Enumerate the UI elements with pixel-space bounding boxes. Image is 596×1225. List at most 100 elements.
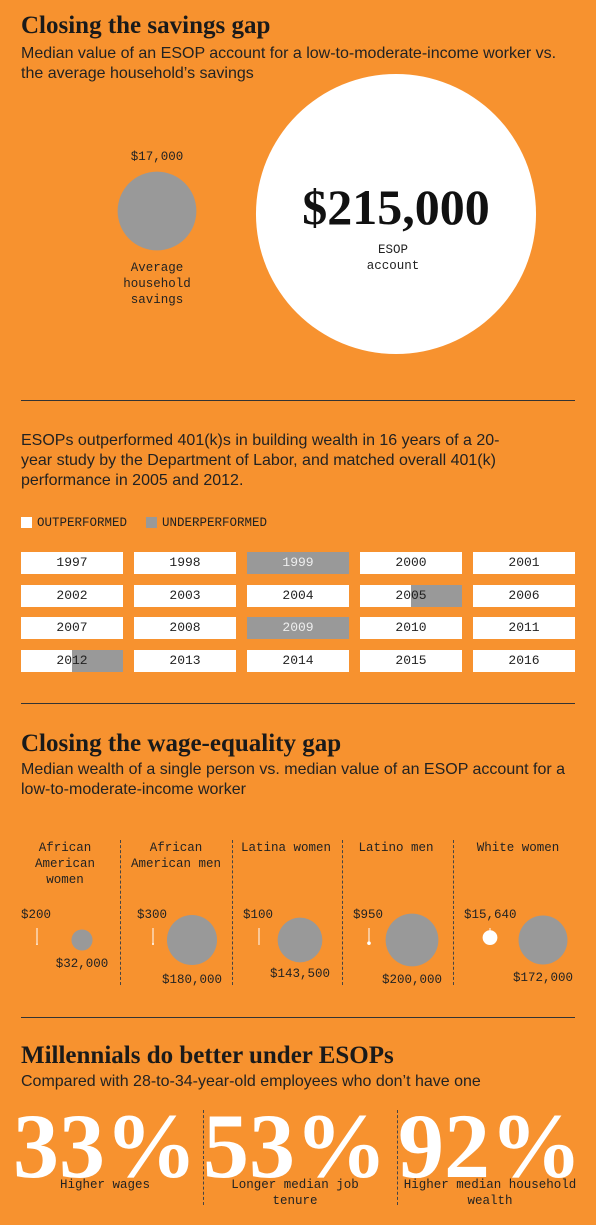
value-circle	[166, 914, 218, 966]
year-label: 1998	[169, 555, 201, 570]
year-label: 2005	[395, 587, 427, 603]
divider	[232, 840, 233, 985]
stat-value: 53%	[203, 1095, 387, 1197]
year-label: 2000	[395, 555, 427, 570]
stat-caption: Higher median household wealth	[403, 1178, 577, 1208]
year-cell: 1998	[134, 552, 236, 574]
caption: ESOP account	[366, 243, 420, 273]
year-label: 2010	[395, 620, 427, 636]
group-label: White women	[476, 841, 560, 855]
year-label: 2009	[282, 620, 314, 636]
value-circle	[518, 915, 568, 965]
legend-swatch	[21, 517, 32, 528]
value-circle	[258, 943, 260, 945]
year-label: 2013	[169, 653, 201, 669]
year-cell: 2007	[21, 617, 123, 640]
year-cell: 2012	[21, 650, 123, 673]
value-circle	[151, 942, 155, 945]
year-label: 2007	[56, 620, 88, 636]
year-cell: 2015	[360, 650, 462, 673]
value-label: $215,000	[302, 179, 490, 235]
divider	[453, 840, 454, 985]
value-circle	[277, 917, 323, 963]
value-circle	[117, 171, 197, 251]
year-label: 2003	[169, 587, 201, 603]
stat-caption: Longer median job tenure	[231, 1178, 359, 1208]
section-subtitle: Median value of an ESOP account for a lo…	[21, 45, 557, 82]
divider	[120, 840, 121, 985]
divider	[21, 1017, 575, 1018]
group-label: African American men	[130, 841, 221, 871]
divider	[21, 703, 575, 704]
underperformed-bar	[411, 584, 462, 607]
stat-value: 33%	[13, 1095, 197, 1197]
paragraph: ESOPs outperformed 401(k)s in building w…	[21, 432, 500, 489]
value-circle	[255, 73, 537, 355]
legend-label: OUTPERFORMED	[37, 516, 128, 530]
year-cell: 2005	[360, 584, 462, 607]
stat-value: 92%	[398, 1095, 582, 1197]
underperformed-bar	[72, 650, 123, 673]
legend-swatch	[146, 517, 157, 528]
year-label: 2012	[56, 653, 88, 669]
value-circle	[71, 929, 93, 951]
year-label: 2002	[56, 587, 88, 603]
year-cell: 2003	[134, 584, 236, 607]
value-circle	[385, 913, 439, 967]
year-cell: 2011	[473, 617, 575, 640]
value-label: $200,000	[381, 973, 442, 987]
group-label: Latina women	[241, 841, 332, 855]
value-circle	[36, 943, 38, 945]
underperformed-bar	[247, 617, 349, 640]
year-cell: 2016	[473, 650, 575, 673]
value-circle	[482, 930, 498, 945]
year-cell: 2014	[247, 650, 349, 673]
divider	[342, 840, 343, 985]
year-label: 2016	[508, 653, 540, 669]
value-label: $300	[137, 908, 168, 922]
year-cell: 2010	[360, 617, 462, 640]
year-cell: 1999	[247, 552, 349, 574]
year-cell: 2006	[473, 584, 575, 607]
year-label: 2001	[508, 555, 540, 570]
year-cell: 2000	[360, 552, 462, 574]
value-label: $180,000	[161, 973, 222, 987]
year-cell: 1997	[21, 552, 123, 574]
year-cell: 2013	[134, 650, 236, 673]
year-cell: 2009	[247, 617, 349, 640]
value-label: $32,000	[55, 957, 109, 971]
year-label: 2006	[508, 587, 540, 603]
divider	[397, 1110, 398, 1205]
year-label: 2014	[282, 653, 314, 669]
year-label: 2011	[508, 620, 540, 636]
divider	[203, 1110, 204, 1205]
underperformed-bar	[247, 552, 349, 574]
section-subtitle: Median wealth of a single person vs. med…	[21, 761, 566, 798]
stat-caption: Higher wages	[59, 1178, 150, 1192]
section-title: Millennials do better under ESOPs	[21, 1042, 394, 1069]
value-label: $172,000	[512, 971, 573, 985]
value-label: $143,500	[269, 967, 330, 981]
year-cell: 2002	[21, 584, 123, 607]
value-label: $100	[243, 908, 274, 922]
value-label: $950	[353, 908, 384, 922]
group-label: Latino men	[358, 841, 434, 855]
value-circle	[367, 941, 371, 946]
section-subtitle: Compared with 28-to-34-year-old employee…	[21, 1073, 481, 1090]
section-title: Closing the wage-equality gap	[21, 730, 342, 757]
year-label: 1999	[282, 555, 314, 570]
value-label: $17,000	[130, 150, 184, 164]
group-label: African American women	[34, 841, 95, 887]
year-label: 2015	[395, 653, 427, 669]
legend-label: UNDERPERFORMED	[162, 516, 268, 530]
value-label: $15,640	[464, 908, 517, 922]
caption: Average household savings	[123, 261, 191, 307]
year-cell: 2008	[134, 617, 236, 640]
year-label: 2004	[282, 587, 314, 603]
year-label: 2008	[169, 620, 201, 636]
divider	[21, 400, 575, 401]
year-cell: 2001	[473, 552, 575, 574]
year-cell: 2004	[247, 584, 349, 607]
